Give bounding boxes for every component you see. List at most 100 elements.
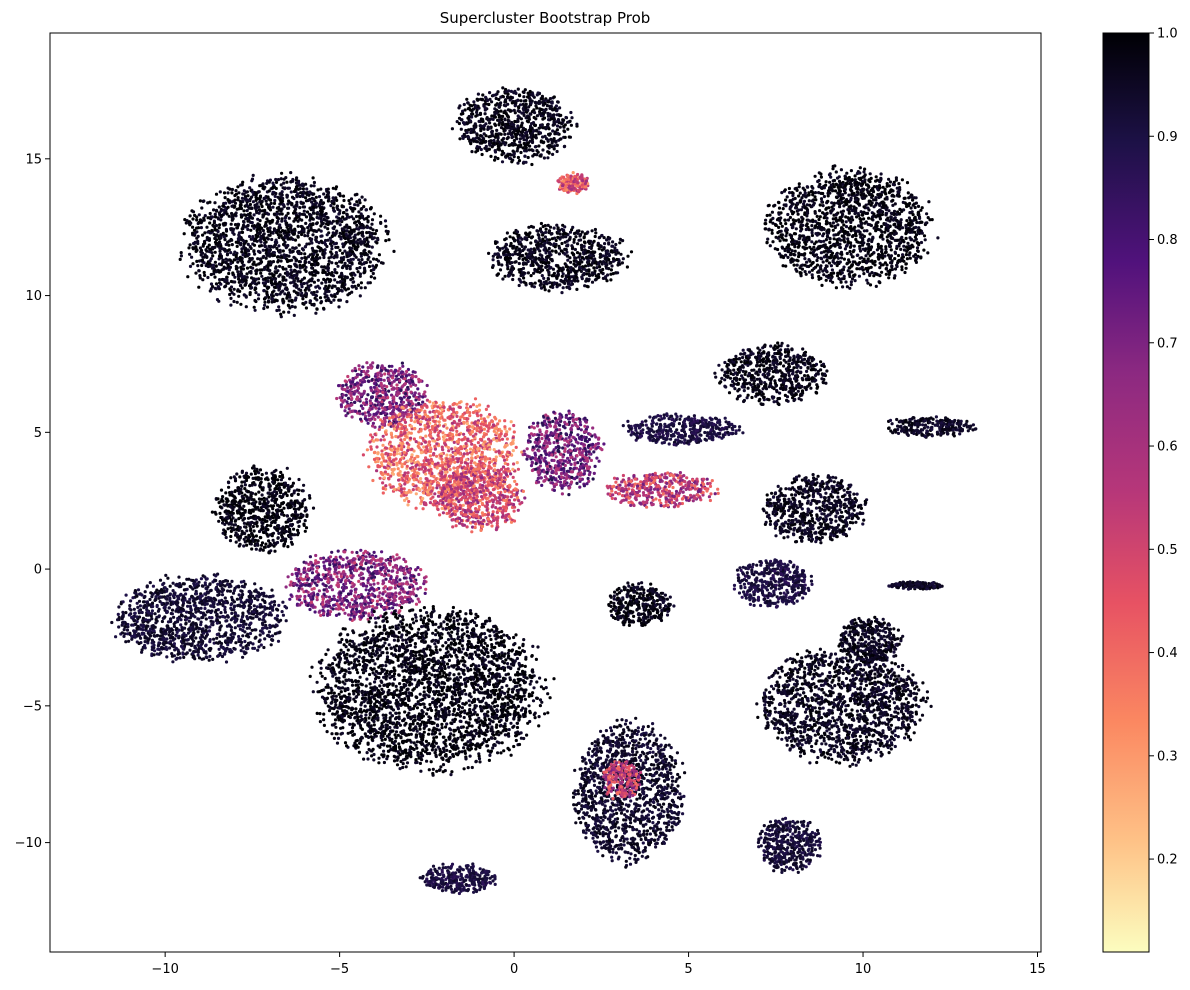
data-point [236, 245, 239, 248]
data-point [613, 249, 616, 252]
data-point [472, 108, 475, 111]
data-point [907, 204, 910, 207]
data-point [867, 208, 870, 211]
data-point [936, 236, 939, 239]
data-point [335, 271, 338, 274]
data-point [621, 239, 624, 242]
data-point [245, 191, 248, 194]
data-point [355, 215, 358, 218]
data-point [779, 222, 782, 225]
data-point [249, 229, 252, 232]
data-point [269, 245, 272, 248]
data-point [794, 197, 797, 200]
data-point [503, 133, 506, 136]
data-point [866, 212, 869, 215]
data-point [222, 232, 225, 235]
data-point [249, 203, 252, 206]
data-point [465, 98, 468, 101]
data-point [832, 229, 835, 232]
data-point [876, 193, 879, 196]
data-point [888, 220, 891, 223]
data-point [259, 195, 262, 198]
data-point [814, 198, 817, 201]
data-point [548, 144, 551, 147]
data-point [857, 241, 860, 244]
data-point [811, 269, 814, 272]
data-point [482, 137, 485, 140]
data-point [276, 293, 279, 296]
data-point [463, 103, 466, 106]
data-point [302, 248, 305, 251]
data-point [287, 228, 290, 231]
data-point [607, 242, 610, 245]
data-point [518, 262, 521, 265]
data-point [516, 149, 519, 152]
data-point [481, 93, 484, 96]
data-point [812, 246, 815, 249]
data-point [257, 190, 260, 193]
data-point [900, 265, 903, 268]
data-point [265, 292, 268, 295]
data-point [581, 230, 584, 233]
data-point [784, 234, 787, 237]
data-point [884, 192, 887, 195]
data-point [314, 236, 317, 239]
data-point [811, 234, 814, 237]
data-point [226, 259, 229, 262]
data-point [187, 246, 190, 249]
data-point [529, 129, 532, 132]
data-point [532, 264, 535, 267]
data-point [271, 219, 274, 222]
data-point [871, 194, 874, 197]
data-point [588, 246, 591, 249]
data-point [915, 196, 918, 199]
data-point [379, 215, 382, 218]
data-point [830, 277, 833, 280]
data-point [567, 271, 570, 274]
data-point [593, 240, 596, 243]
data-point [345, 265, 348, 268]
data-point [319, 188, 322, 191]
data-point [333, 225, 336, 228]
data-point [807, 258, 810, 261]
data-point [365, 261, 368, 264]
data-point [266, 306, 269, 309]
data-point [594, 228, 597, 231]
data-point [861, 214, 864, 217]
data-point [818, 209, 821, 212]
data-point [218, 278, 221, 281]
data-point [583, 272, 586, 275]
data-point [809, 264, 812, 267]
data-point [521, 122, 524, 125]
data-point [827, 250, 830, 253]
data-point [812, 251, 815, 254]
data-point [890, 248, 893, 251]
data-point [808, 228, 811, 231]
data-point [811, 228, 814, 231]
data-point [534, 282, 537, 285]
data-point [273, 213, 276, 216]
data-point [618, 263, 621, 266]
data-point [575, 288, 578, 291]
data-point [572, 171, 575, 174]
data-point [880, 225, 883, 228]
data-point [497, 272, 500, 275]
data-point [819, 277, 822, 280]
data-point [835, 253, 838, 256]
data-point [553, 95, 556, 98]
data-point [289, 272, 292, 275]
data-point [803, 241, 806, 244]
data-point [552, 113, 555, 116]
data-point [194, 272, 197, 275]
data-point [357, 210, 360, 213]
data-point [820, 257, 823, 260]
data-point [504, 275, 507, 278]
data-point [535, 258, 538, 261]
data-point [290, 299, 293, 302]
data-point [253, 244, 256, 247]
data-point [477, 93, 480, 96]
data-point [906, 242, 909, 245]
data-point [273, 254, 276, 257]
data-point [239, 284, 242, 287]
data-point [799, 264, 802, 267]
